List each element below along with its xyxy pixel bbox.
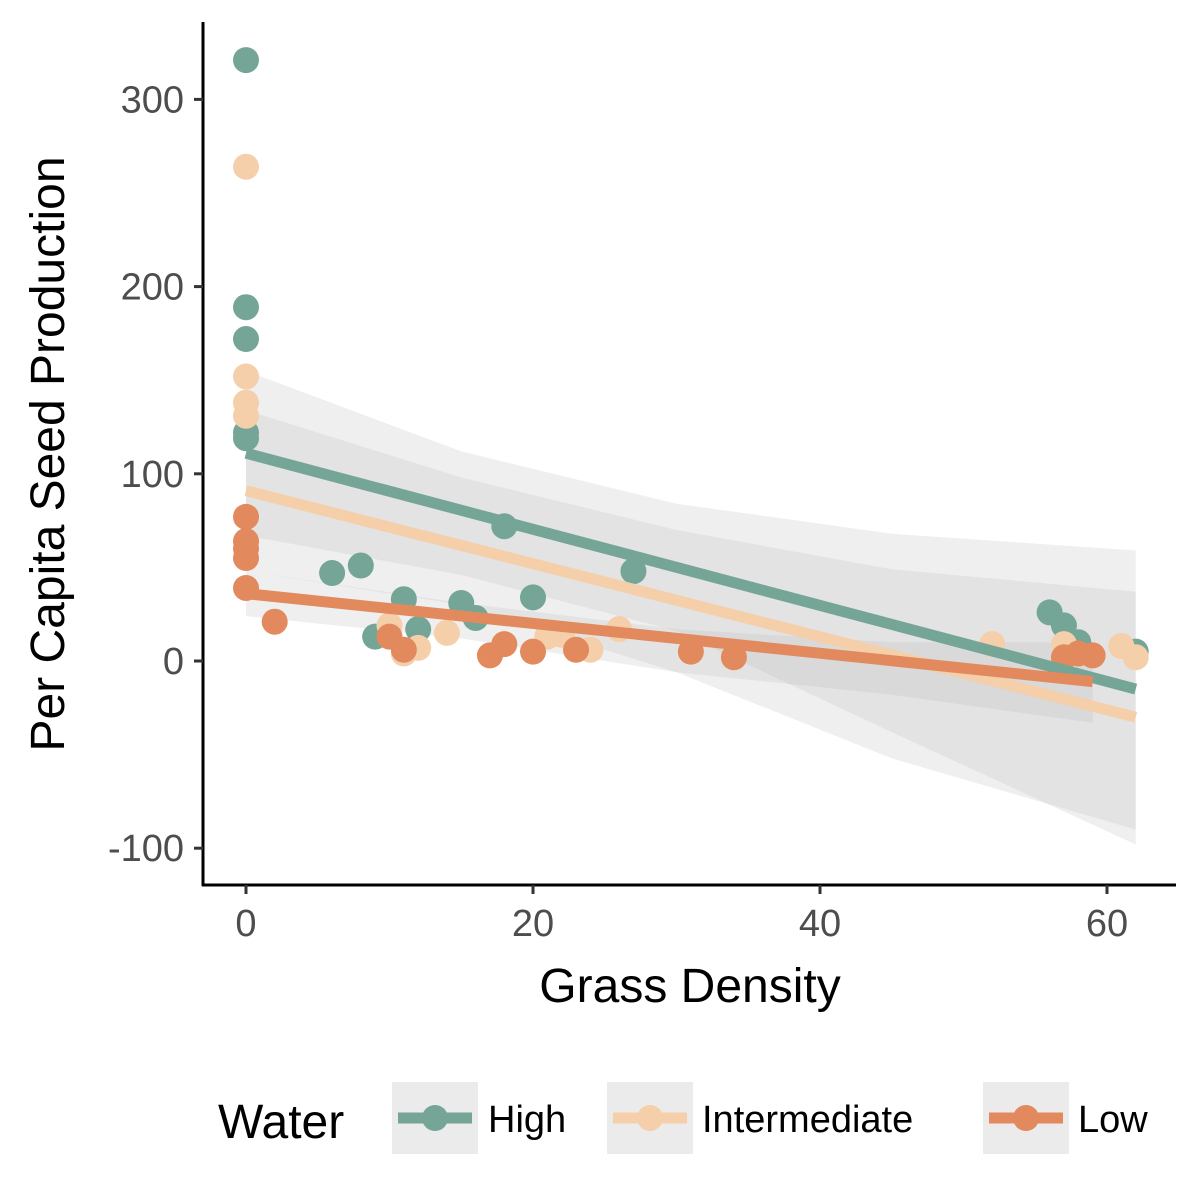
x-axis-ticks: 0 20 40 60 xyxy=(235,885,1128,945)
legend-items: High Intermediate Low xyxy=(392,1082,1148,1154)
legend-label-high: High xyxy=(488,1099,566,1141)
point-high-0 xyxy=(233,47,259,74)
legend-key-point-intermediate xyxy=(637,1105,663,1131)
y-tick-label-2: 100 xyxy=(121,454,184,496)
point-low-11 xyxy=(563,636,590,663)
point-low-13 xyxy=(720,644,747,671)
point-intermediate-1 xyxy=(233,363,259,390)
point-high-2 xyxy=(233,326,259,353)
point-intermediate-0 xyxy=(233,153,259,180)
point-high-13 xyxy=(520,584,546,611)
legend-key-point-low xyxy=(1013,1105,1039,1131)
point-low-7 xyxy=(390,636,417,663)
x-tick-label-1: 20 xyxy=(512,903,554,945)
point-low-16 xyxy=(1079,642,1106,669)
legend-title: Water xyxy=(218,1096,344,1149)
point-intermediate-15 xyxy=(1122,644,1149,671)
point-low-0 xyxy=(233,503,259,530)
y-tick-label-1: 0 xyxy=(163,641,184,683)
y-axis-title: Per Capita Seed Production xyxy=(22,156,75,751)
legend-label-intermediate: Intermediate xyxy=(702,1099,913,1141)
point-intermediate-3 xyxy=(233,402,259,429)
fit-line-intermediate xyxy=(244,485,1138,723)
point-low-3 xyxy=(233,545,259,572)
legend: Water High Intermediate Low xyxy=(218,1082,1148,1154)
y-tick-label-4: 300 xyxy=(121,79,184,121)
x-tick-label-3: 60 xyxy=(1086,903,1128,945)
y-tick-label-0: -100 xyxy=(108,828,184,870)
point-high-5 xyxy=(319,560,346,587)
x-axis-title: Grass Density xyxy=(539,960,840,1013)
legend-label-low: Low xyxy=(1078,1099,1148,1141)
x-tick-label-0: 0 xyxy=(235,903,256,945)
point-high-9 xyxy=(405,616,432,643)
x-tick-label-2: 40 xyxy=(799,903,841,945)
legend-key-point-high xyxy=(422,1105,448,1131)
point-high-4 xyxy=(233,425,259,452)
point-high-14 xyxy=(620,558,647,585)
y-axis-ticks: -100 0 100 200 300 xyxy=(108,79,203,870)
point-high-1 xyxy=(233,294,259,321)
fit-line-high xyxy=(244,447,1138,695)
point-low-10 xyxy=(520,638,546,665)
fit-line-low xyxy=(245,588,1094,688)
point-low-5 xyxy=(261,608,288,635)
point-high-6 xyxy=(347,552,374,579)
y-tick-label-3: 200 xyxy=(121,267,184,309)
data-points xyxy=(233,47,1149,671)
fit-lines xyxy=(244,447,1138,723)
point-intermediate-7 xyxy=(433,619,460,646)
point-low-9 xyxy=(491,631,518,658)
